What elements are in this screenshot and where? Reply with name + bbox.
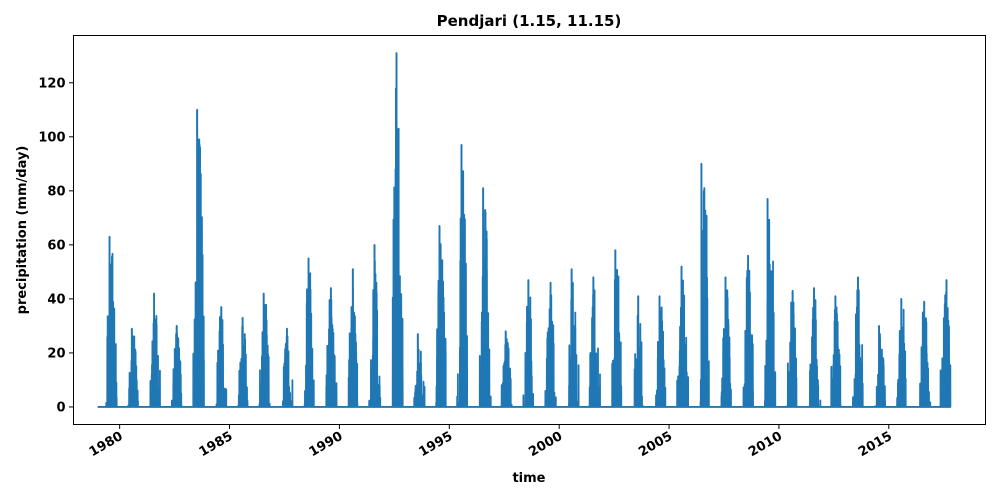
y-tick-label-20: 20 xyxy=(47,346,65,361)
y-tick-label-100: 100 xyxy=(38,130,65,145)
y-tick-label-0: 0 xyxy=(56,400,65,415)
x-tick-label-2015: 2015 xyxy=(856,429,895,460)
x-tick-label-2010: 2010 xyxy=(746,429,785,460)
x-tick-label-1990: 1990 xyxy=(307,429,346,460)
series-line xyxy=(96,52,952,408)
y-tick-label-60: 60 xyxy=(47,238,65,253)
x-tick-label-2005: 2005 xyxy=(636,429,675,460)
y-tick-label-80: 80 xyxy=(47,184,65,199)
x-tick-label-1980: 1980 xyxy=(87,429,126,460)
y-axis: 0 20 40 60 80 100 120 xyxy=(38,76,74,415)
x-tick-label-1985: 1985 xyxy=(197,429,236,460)
y-tick-label-40: 40 xyxy=(47,292,65,307)
x-axis-label: time xyxy=(512,471,545,486)
x-tick-label-2000: 2000 xyxy=(526,429,565,460)
y-axis-label: precipitation (mm/day) xyxy=(15,146,30,315)
plot-frame xyxy=(73,35,986,425)
x-axis: 1980 1985 1990 1995 2000 2005 2010 2015 xyxy=(87,424,895,460)
x-tick-label-1995: 1995 xyxy=(416,429,455,460)
precipitation-series xyxy=(96,52,952,408)
chart-title: Pendjari (1.15, 11.15) xyxy=(437,12,622,30)
y-tick-label-120: 120 xyxy=(38,76,65,91)
